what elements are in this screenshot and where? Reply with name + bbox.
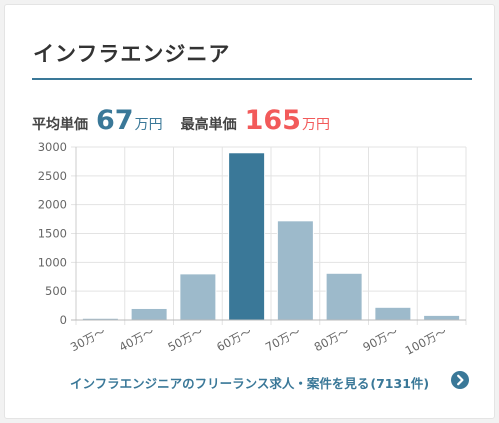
price-stats: 平均単価 67万円 最高単価 165万円 (32, 105, 330, 139)
bar-7 (423, 314, 461, 321)
x-tick-label: 30万～ (68, 324, 108, 354)
x-tick-label: 80万～ (312, 324, 352, 354)
x-tick-label: 50万～ (165, 324, 205, 354)
bar-5 (325, 272, 363, 321)
y-tick-label: 2000 (38, 198, 67, 212)
job-listings-link-text: インフラエンジニアのフリーランス求人・案件を見る (70, 376, 370, 391)
x-tick-label: 60万～ (214, 324, 254, 354)
avg-price-label: 平均単価 (32, 117, 88, 133)
avg-price-value: 67 (96, 105, 134, 136)
bar-4 (276, 220, 314, 321)
card-title: インフラエンジニア (33, 42, 231, 66)
job-stats-card: インフラエンジニア 平均単価 67万円 最高単価 165万円 (4, 4, 495, 419)
y-tick-label: 2500 (38, 169, 67, 183)
bar-6 (374, 306, 412, 321)
job-listings-link[interactable]: インフラエンジニアのフリーランス求人・案件を見る(7131件) (70, 373, 429, 392)
max-price-label: 最高単価 (180, 117, 237, 133)
y-tick-label: 1000 (38, 255, 67, 269)
chevron-right-circle-icon[interactable] (451, 371, 469, 389)
y-tick-label: 1500 (38, 227, 67, 241)
max-price-value: 165 (244, 105, 301, 136)
bar-1 (130, 307, 168, 321)
title-divider (32, 78, 472, 80)
x-tick-label: 70万～ (263, 324, 303, 354)
avg-price-unit: 万円 (134, 117, 163, 133)
bar-3 (228, 152, 266, 321)
max-price-unit: 万円 (301, 117, 330, 133)
x-tick-label: 100万～ (403, 324, 450, 358)
y-tick-label: 500 (45, 284, 67, 298)
bar-2 (179, 273, 217, 321)
y-tick-label: 0 (60, 313, 67, 327)
y-tick-label: 3000 (38, 140, 67, 154)
x-tick-label: 90万～ (360, 324, 400, 354)
x-tick-label: 40万～ (117, 324, 157, 354)
job-count: (7131件) (370, 376, 430, 391)
